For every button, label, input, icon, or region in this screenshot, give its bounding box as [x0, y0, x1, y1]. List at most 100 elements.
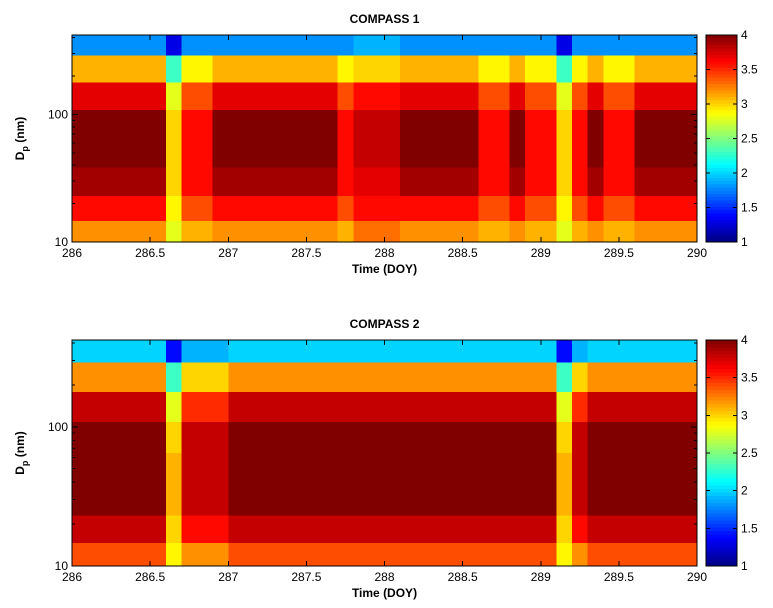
heatmap-cell	[368, 109, 385, 139]
heatmap-cell	[322, 82, 339, 111]
heatmap-cell	[447, 484, 464, 516]
heatmap-cell	[165, 452, 182, 485]
heatmap-cell	[634, 55, 651, 83]
heatmap-cell	[431, 167, 448, 196]
heatmap-cell	[650, 515, 667, 544]
colorbar-segment	[706, 491, 737, 496]
heatmap-cell	[243, 340, 260, 363]
heatmap-cell	[212, 515, 229, 544]
heatmap-cell	[87, 109, 104, 139]
heatmap-cell	[634, 35, 651, 56]
heatmap-cell	[87, 55, 104, 83]
heatmap-cell	[603, 452, 620, 485]
heatmap-cell	[368, 484, 385, 516]
heatmap-cell	[603, 542, 620, 567]
heatmap-cell	[587, 340, 604, 363]
heatmap-cell	[634, 167, 651, 196]
heatmap-cell	[634, 484, 651, 516]
heatmap-cell	[243, 391, 260, 423]
heatmap-cell	[509, 138, 526, 168]
heatmap-cell	[587, 542, 604, 567]
colorbar-segment	[706, 530, 737, 535]
heatmap-cell	[384, 220, 401, 243]
colorbar-segment	[706, 364, 737, 369]
heatmap-cell	[228, 220, 245, 243]
heatmap-cell	[275, 55, 292, 83]
heatmap-cell	[197, 362, 214, 392]
heatmap-cell	[509, 55, 526, 83]
heatmap-cell	[681, 109, 698, 139]
heatmap-cell	[306, 452, 323, 485]
colorbar-segment	[706, 167, 737, 172]
colorbar-segment	[706, 516, 737, 521]
colorbar-segment	[706, 225, 737, 230]
heatmap-cell	[243, 220, 260, 243]
heatmap-cell	[134, 391, 151, 423]
heatmap-cell	[197, 35, 214, 56]
heatmap-cell	[290, 340, 307, 363]
colorbar-tick-label: 2	[741, 484, 748, 498]
heatmap-cell	[87, 35, 104, 56]
heatmap-cell	[540, 340, 557, 363]
heatmap-cell	[353, 340, 370, 363]
heatmap-cell	[118, 195, 135, 222]
heatmap-cell	[493, 138, 510, 168]
heatmap-cell	[228, 515, 245, 544]
heatmap-cell	[87, 220, 104, 243]
heatmap-cell	[572, 138, 589, 168]
x-tick-label: 288.5	[448, 570, 478, 584]
colorbar-segment	[706, 67, 737, 72]
heatmap-cell	[306, 55, 323, 83]
colorbar-segment	[706, 467, 737, 472]
heatmap-cell	[103, 340, 120, 363]
colorbar-segment	[706, 456, 737, 461]
heatmap-cell	[447, 340, 464, 363]
colorbar-tick-label: 3	[741, 408, 748, 422]
heatmap-cell	[572, 340, 589, 363]
colorbar-segment	[706, 115, 737, 120]
heatmap-cell	[415, 195, 432, 222]
y-axis-label: Dp (nm)	[13, 431, 30, 475]
colorbar-segment	[706, 375, 737, 380]
y-axis-label-main: D	[13, 151, 27, 160]
colorbar-segment	[706, 484, 737, 489]
heatmap-cell	[337, 35, 354, 56]
y-tick-label: 100	[48, 420, 68, 434]
heatmap-cell	[618, 195, 635, 222]
colorbar-segment	[706, 417, 737, 422]
heatmap-cell	[525, 421, 542, 454]
heatmap-cell	[572, 35, 589, 56]
heatmap-cell	[228, 340, 245, 363]
heatmap-cell	[275, 82, 292, 111]
heatmap-cell	[368, 55, 385, 83]
heatmap-cell	[212, 55, 229, 83]
heatmap-cell	[353, 452, 370, 485]
heatmap-cell	[368, 82, 385, 111]
heatmap-cell	[259, 421, 276, 454]
heatmap-cell	[681, 167, 698, 196]
heatmap-cell	[150, 484, 167, 516]
colorbar-segment	[706, 35, 737, 39]
heatmap-cell	[556, 421, 573, 454]
heatmap-cell	[228, 35, 245, 56]
heatmap-cell	[243, 452, 260, 485]
heatmap-cell	[650, 362, 667, 392]
heatmap-cell	[181, 340, 198, 363]
heatmap-cell	[322, 35, 339, 56]
heatmap-cell	[368, 452, 385, 485]
heatmap-cell	[259, 220, 276, 243]
heatmap-cell	[509, 82, 526, 111]
colorbar-segment	[706, 238, 737, 243]
heatmap-cell	[509, 452, 526, 485]
colorbar-segment	[706, 502, 737, 507]
heatmap-cell	[181, 220, 198, 243]
heatmap-cell	[540, 195, 557, 222]
y-axis-label-unit: (nm)	[13, 117, 27, 146]
heatmap-cell	[400, 109, 417, 139]
heatmap-cell	[431, 35, 448, 56]
heatmap-cell	[462, 35, 479, 56]
heatmap-cell	[525, 362, 542, 392]
colorbar-segment	[706, 389, 737, 394]
heatmap-cell	[212, 195, 229, 222]
colorbar-segment	[706, 368, 737, 373]
